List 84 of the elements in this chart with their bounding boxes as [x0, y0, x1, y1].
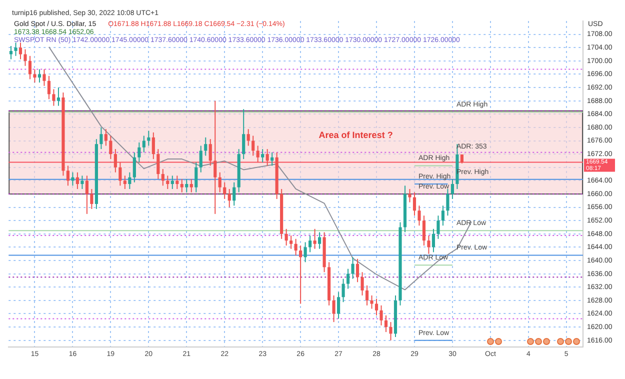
candlestick	[252, 135, 255, 156]
candlestick	[24, 48, 27, 66]
candlestick	[214, 100, 217, 214]
candlestick	[80, 175, 84, 190]
candlestick	[290, 235, 293, 250]
candlestick	[132, 152, 136, 183]
candlestick	[180, 178, 184, 193]
candlestick	[441, 205, 445, 226]
candlestick	[161, 168, 164, 186]
candlestick	[436, 215, 440, 240]
candlestick	[71, 172, 74, 186]
candlestick	[422, 215, 426, 246]
candlestick	[38, 68, 42, 84]
candlestick	[199, 145, 202, 173]
candlestick	[261, 148, 264, 163]
candlestick	[42, 68, 46, 86]
candlestick	[299, 245, 302, 304]
candlestick	[284, 228, 288, 246]
candlestick	[90, 188, 94, 210]
candlestick	[346, 268, 350, 290]
candlestick	[138, 142, 141, 163]
candlestick	[332, 294, 336, 323]
candlestick	[384, 314, 388, 333]
candlestick	[204, 136, 208, 156]
candlestick	[9, 45, 13, 60]
candlestick	[450, 178, 454, 200]
candlestick	[294, 238, 298, 256]
candlestick	[185, 178, 188, 193]
candlestick	[190, 178, 193, 193]
candlestick	[365, 284, 369, 306]
candlestick	[194, 162, 198, 193]
candlestick	[118, 162, 122, 186]
candlestick	[412, 192, 416, 216]
candlestick	[176, 175, 179, 190]
candlestick	[166, 175, 170, 190]
candlestick	[351, 256, 354, 280]
candlestick	[47, 75, 51, 100]
candlestick	[313, 228, 316, 250]
candlestick	[380, 304, 383, 326]
candlestick	[33, 68, 36, 84]
candlestick	[318, 232, 322, 250]
candlestick	[389, 322, 392, 341]
candlestick	[223, 182, 226, 200]
candlestick	[342, 278, 345, 303]
candlestick	[446, 188, 450, 216]
candlestick	[56, 87, 60, 106]
candlestick	[408, 188, 412, 203]
candlestick	[123, 175, 126, 190]
candlestick	[374, 298, 378, 316]
candlestick	[114, 148, 117, 173]
candlestick	[427, 235, 430, 254]
candlestick	[360, 272, 364, 296]
candlestick	[66, 165, 70, 186]
candlestick	[147, 130, 150, 146]
candlestick	[336, 292, 340, 320]
candlestick	[18, 42, 22, 60]
candlestick	[242, 108, 246, 160]
candlestick	[256, 145, 260, 163]
candlestick	[100, 126, 103, 150]
candlestick	[208, 138, 212, 166]
candlestick	[370, 294, 374, 310]
candlestick	[308, 235, 312, 253]
candlestick	[228, 188, 231, 208]
candlestick	[232, 182, 236, 206]
candlestick	[76, 172, 79, 190]
candlestick	[356, 258, 360, 283]
candlestick	[246, 128, 250, 146]
candlestick	[266, 148, 269, 166]
candlestick	[170, 175, 174, 190]
candlestick	[304, 242, 307, 263]
candlestick	[128, 172, 132, 190]
candlestick	[152, 132, 155, 160]
candlestick	[432, 228, 436, 253]
candlestick	[85, 175, 88, 214]
candlestick	[52, 88, 56, 106]
candlestick	[218, 172, 222, 193]
candlestick	[14, 42, 18, 56]
candlestick	[418, 205, 421, 226]
band-label: Area of Interest ?	[318, 130, 393, 140]
candlestick	[104, 128, 108, 146]
candlestick	[28, 55, 32, 80]
candlestick	[142, 135, 146, 153]
candlestick	[109, 135, 112, 160]
candlestick	[156, 148, 160, 180]
